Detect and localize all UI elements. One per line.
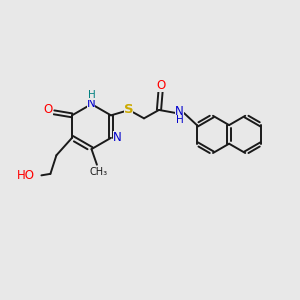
- Text: S: S: [124, 103, 133, 116]
- Text: CH₃: CH₃: [89, 167, 107, 177]
- Text: HO: HO: [16, 169, 34, 182]
- Text: H: H: [88, 90, 96, 100]
- Text: O: O: [157, 80, 166, 92]
- Text: N: N: [86, 97, 95, 110]
- Text: N: N: [113, 131, 122, 144]
- Text: O: O: [44, 103, 52, 116]
- Text: N: N: [175, 105, 184, 118]
- Text: H: H: [176, 115, 183, 125]
